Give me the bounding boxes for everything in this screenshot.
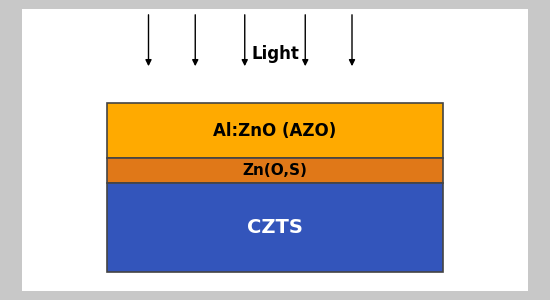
Text: Light: Light (251, 45, 299, 63)
Text: Zn(O,S): Zn(O,S) (243, 163, 307, 178)
Text: CZTS: CZTS (247, 218, 303, 237)
Bar (107, 183, 443, 272)
Bar (107, 103, 443, 158)
Text: Al:ZnO (AZO): Al:ZnO (AZO) (213, 122, 337, 140)
Bar (107, 158, 443, 183)
FancyBboxPatch shape (22, 9, 528, 291)
